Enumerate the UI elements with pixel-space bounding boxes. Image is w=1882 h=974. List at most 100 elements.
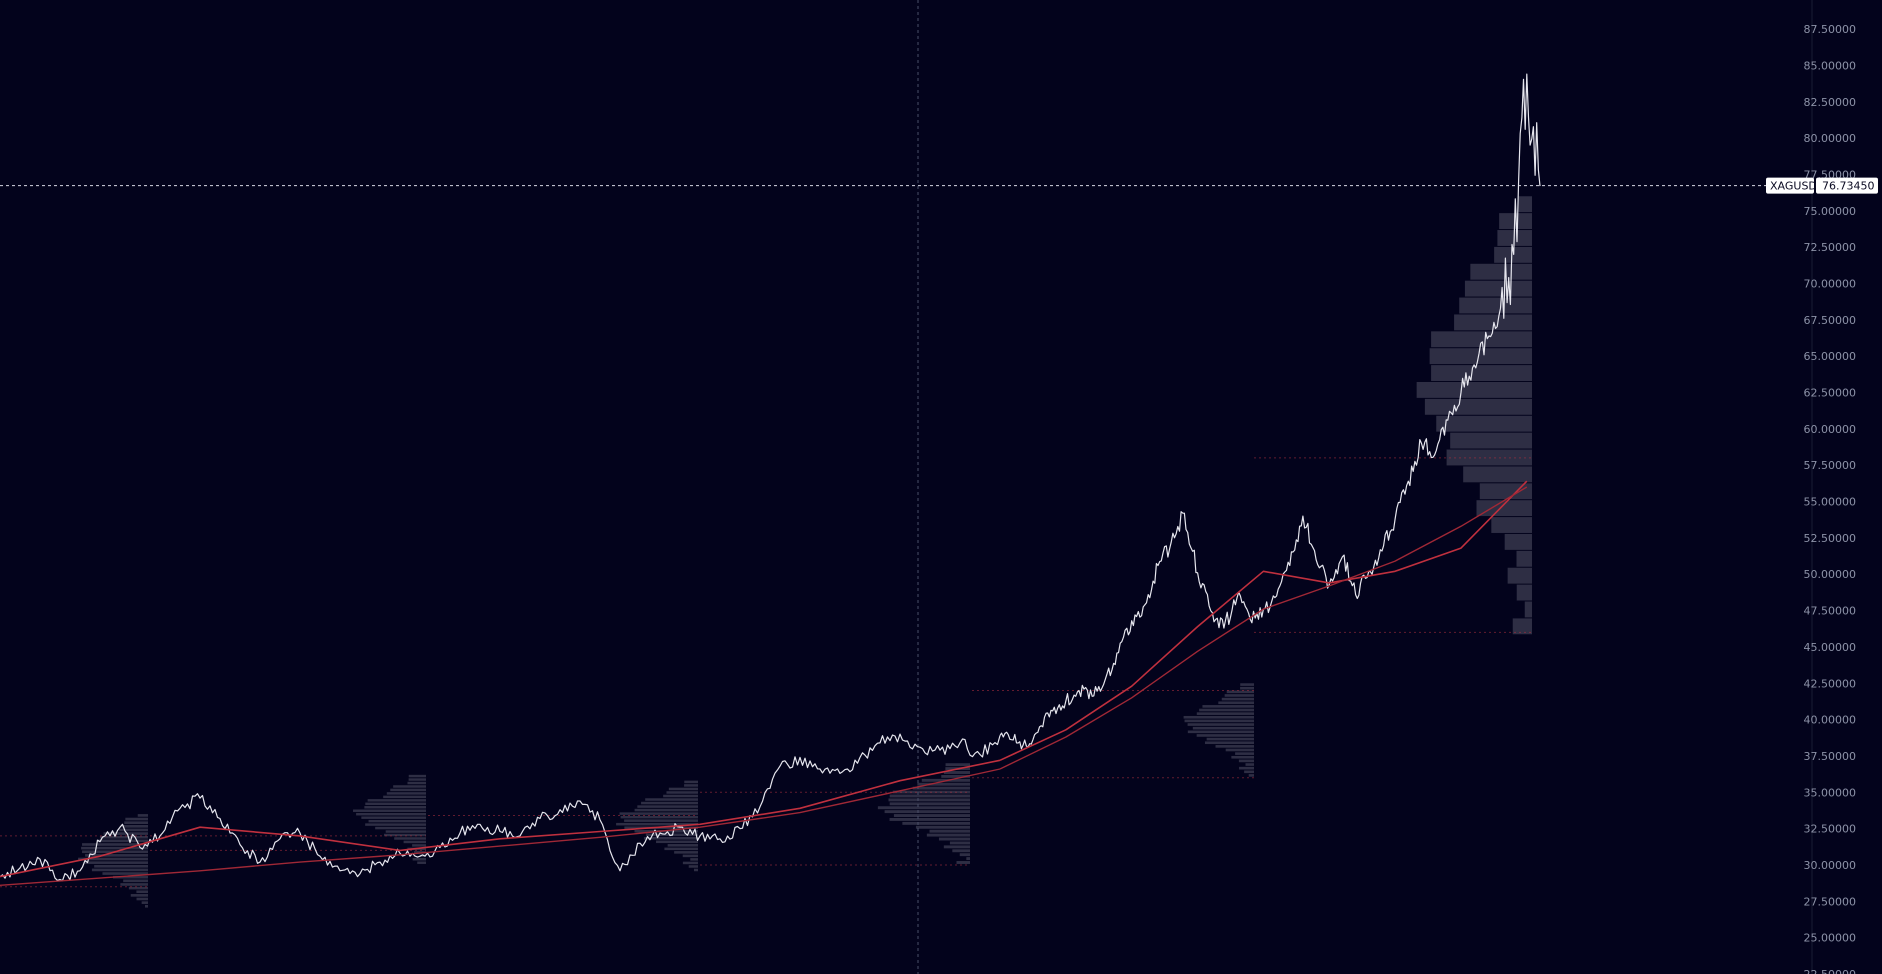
profile-bar <box>82 843 148 846</box>
profile-bar <box>365 802 426 806</box>
profile-bar <box>128 886 148 890</box>
profile-bar <box>1183 715 1254 719</box>
profile-bar <box>941 774 970 778</box>
profile-levels <box>0 457 1532 888</box>
price-axis-tick-label: 37.50000 <box>1804 750 1857 763</box>
profile-bar <box>690 858 698 861</box>
profile-bar <box>136 897 148 901</box>
profile-bar <box>375 826 426 830</box>
profile-bar <box>1524 601 1532 618</box>
profile-bar <box>664 847 698 851</box>
last-price-label: XAGUSD 76.73450 <box>1766 177 1878 194</box>
profile-bar <box>684 784 698 787</box>
profile-bar <box>1479 483 1532 500</box>
profile-bar <box>667 844 698 847</box>
profile-bar <box>1464 280 1532 297</box>
series-line-ma-fast_b <box>999 480 1528 762</box>
profile-bar <box>1240 683 1254 686</box>
profile-bar <box>952 849 970 853</box>
profile-bar <box>1454 314 1532 331</box>
profile-bar <box>1204 741 1254 745</box>
profile-bar <box>1512 618 1532 635</box>
profile-bar <box>619 812 698 815</box>
profile-bar <box>1507 567 1532 584</box>
profile-bar <box>408 774 426 778</box>
profile-bar <box>102 872 148 875</box>
profile-bar <box>1424 398 1532 415</box>
profile-bar <box>1184 719 1254 723</box>
price-axis-tick-label: 45.00000 <box>1804 641 1857 654</box>
profile-bar <box>78 857 148 861</box>
profile-bar <box>912 786 970 790</box>
profile-bar <box>915 825 970 829</box>
profile-bar <box>938 837 970 841</box>
profile-bar <box>353 809 426 812</box>
profile-bar <box>393 785 426 788</box>
profile-bar <box>384 833 426 837</box>
profile-bar <box>917 782 970 786</box>
profile-bar <box>99 835 148 839</box>
price-axis-tick-label: 40.00000 <box>1804 714 1857 727</box>
price-axis[interactable]: 22.50000 25.00000 27.50000 30.00000 32.50000… <box>1804 23 1857 974</box>
price-axis-tick-label: 57.50000 <box>1804 459 1857 472</box>
profile-bar <box>361 816 426 819</box>
profile-bar <box>1202 705 1254 708</box>
profile-bar <box>956 861 970 864</box>
profile-bar <box>386 792 426 795</box>
last-price-value: 76.73450 <box>1822 180 1875 193</box>
last-price-bg <box>1816 177 1878 194</box>
profile-bar <box>368 819 426 823</box>
price-axis-tick-label: 22.50000 <box>1804 968 1857 974</box>
profile-bar <box>1476 500 1532 517</box>
profile-bar <box>889 818 970 821</box>
profile-bar <box>394 837 426 840</box>
price-axis-tick-label: 42.50000 <box>1804 677 1857 690</box>
symbol-label-bg <box>1766 177 1814 194</box>
profile-bar <box>124 821 148 824</box>
price-axis-tick-label: 35.00000 <box>1804 786 1857 799</box>
profile-bar <box>1231 755 1254 759</box>
profile-bar <box>624 819 698 822</box>
profile-bar <box>1245 763 1254 766</box>
profile-bar <box>1206 737 1254 741</box>
price-axis-tick-label: 82.50000 <box>1804 96 1857 109</box>
price-axis-tick-label: 47.50000 <box>1804 605 1857 618</box>
profile-bar <box>413 851 426 854</box>
profile-bar <box>403 840 426 844</box>
profile-bar <box>408 778 426 781</box>
profile-bar <box>91 868 148 872</box>
price-axis-tick-label: 55.00000 <box>1804 496 1857 509</box>
profile-bar <box>1516 550 1532 567</box>
profile-bar <box>943 845 970 849</box>
price-axis-tick-label: 72.50000 <box>1804 241 1857 254</box>
profile-bar <box>122 824 148 828</box>
series-layer <box>0 73 1541 886</box>
profile-bar <box>390 788 426 792</box>
profile-bar <box>1196 712 1254 715</box>
profile-bar <box>1431 331 1532 348</box>
profile-bar <box>926 833 970 837</box>
profile-bar <box>666 791 698 794</box>
price-axis-tick-label: 27.50000 <box>1804 895 1857 908</box>
profile-bar <box>877 806 970 810</box>
profile-bar <box>889 802 970 806</box>
profile-bar <box>417 861 426 864</box>
price-axis-tick-label: 70.00000 <box>1804 277 1857 290</box>
profile-bar <box>137 814 148 817</box>
profile-bar <box>1491 517 1532 533</box>
price-axis-tick-label: 52.50000 <box>1804 532 1857 545</box>
profile-bar <box>1518 196 1532 213</box>
profile-bar <box>123 879 148 883</box>
profile-bar <box>412 844 426 847</box>
symbol-label: XAGUSD <box>1770 180 1817 193</box>
profile-bar <box>1450 432 1532 449</box>
profile-bar <box>1499 213 1532 230</box>
profile-bar <box>356 812 426 816</box>
profile-bar <box>1516 584 1532 601</box>
profile-bar <box>1494 246 1532 263</box>
profile-bar <box>889 794 970 798</box>
profile-bar <box>96 839 148 843</box>
profile-bar <box>1224 694 1254 697</box>
